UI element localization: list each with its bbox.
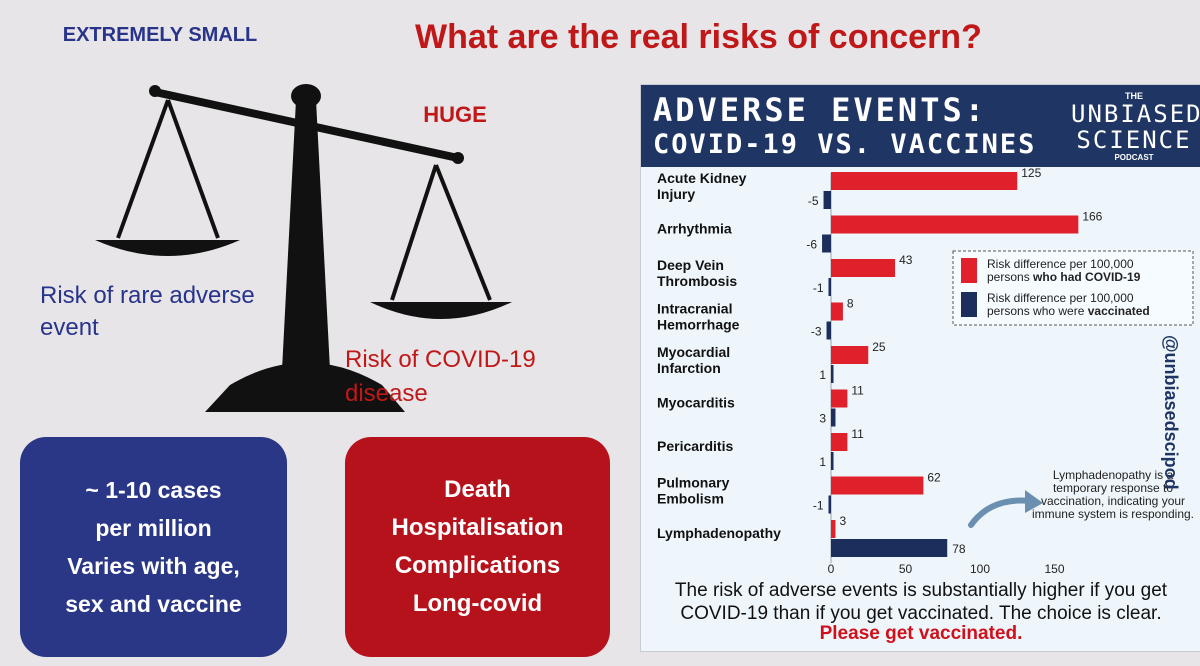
logo-podcast: PODCAST [1114, 153, 1154, 162]
vaccine-card-line: sex and vaccine [65, 591, 242, 617]
bar-vaccinated [826, 321, 831, 340]
bar-covid [831, 215, 1079, 234]
data-label-covid: 3 [839, 514, 846, 528]
infographic-title-line2: COVID-19 VS. VACCINES [653, 129, 1037, 160]
data-label-covid: 25 [872, 340, 886, 354]
bar-vaccinated [831, 365, 834, 383]
adverse-events-infographic: ADVERSE EVENTS: COVID-19 VS. VACCINES TH… [640, 84, 1200, 652]
bar-covid [831, 476, 924, 495]
bar-covid [831, 520, 836, 538]
bar-covid [831, 302, 843, 321]
data-label-vaccinated: -3 [811, 325, 822, 339]
data-label-vaccinated: -1 [813, 499, 824, 513]
headline: What are the real risks of concern? [415, 18, 982, 56]
category-label: Injury [657, 186, 695, 202]
category-label: Hemorrhage [657, 317, 740, 333]
bar-covid [831, 172, 1018, 190]
data-label-vaccinated: -1 [813, 281, 824, 295]
infographic-title-line1: ADVERSE EVENTS: [653, 91, 987, 129]
bar-covid [831, 346, 869, 364]
annotation-arrowhead-icon [1025, 490, 1043, 513]
data-label-vaccinated: 78 [952, 542, 966, 556]
data-label-covid: 8 [847, 297, 854, 311]
data-label-vaccinated: -6 [806, 238, 817, 252]
bar-covid [831, 389, 848, 408]
data-label-vaccinated: 3 [819, 412, 826, 426]
legend-covid-line1: Risk difference per 100,000 [987, 257, 1134, 271]
category-label: Infarction [657, 360, 721, 376]
get-vaccinated-cta: Please get vaccinated. [819, 623, 1023, 644]
data-label-covid: 43 [899, 253, 913, 267]
legend-covid-line2: persons who had COVID-19 [987, 270, 1141, 284]
vaccine-card-line: Varies with age, [67, 553, 240, 579]
category-label: Myocarditis [657, 395, 735, 411]
covid-card-line: Hospitalisation [391, 514, 564, 541]
legend-swatch-covid [961, 258, 977, 283]
bar-vaccinated [822, 234, 831, 253]
unbiased-science-logo: THE UNBIASED SCIENCE PODCAST [1071, 91, 1200, 162]
data-label-covid: 11 [851, 427, 864, 441]
category-label: Pericarditis [657, 438, 733, 454]
category-label: Intracranial [657, 301, 732, 317]
bar-covid [831, 259, 896, 277]
data-label-covid: 166 [1082, 210, 1102, 224]
adverse-events-chart: Acute KidneyInjury125-5Arrhythmia166-6De… [657, 166, 1194, 576]
bar-covid [831, 433, 848, 451]
vaccine-risk-card: ~ 1-10 cases per million Varies with age… [20, 437, 287, 657]
infographic-banner: ADVERSE EVENTS: COVID-19 VS. VACCINES TH… [641, 85, 1200, 167]
data-label-vaccinated: -5 [808, 194, 819, 208]
covid-card-line: Death [444, 476, 511, 503]
bar-vaccinated [823, 191, 831, 209]
category-label: Myocardial [657, 344, 730, 360]
vaccine-card-line: ~ 1-10 cases [85, 477, 222, 503]
category-label: Deep Vein [657, 257, 724, 273]
x-tick-label: 150 [1044, 562, 1064, 576]
category-label: Acute Kidney [657, 170, 747, 186]
covid-disease-label: Risk of COVID-19 disease [345, 346, 536, 407]
legend-vax-line2: persons who were vaccinated [987, 304, 1150, 318]
logo-line2: SCIENCE [1076, 126, 1192, 154]
category-label: Pulmonary [657, 475, 730, 491]
data-label-vaccinated: 1 [819, 455, 826, 469]
covid-risk-card: Death Hospitalisation Complications Long… [345, 437, 610, 657]
logo-line1: UNBIASED [1071, 100, 1200, 128]
legend-swatch-vaccinated [961, 292, 977, 317]
legend-vax-line1: Risk difference per 100,000 [987, 291, 1134, 305]
x-tick-label: 0 [828, 562, 835, 576]
legend-box [952, 250, 1194, 326]
data-label-vaccinated: 1 [819, 368, 826, 382]
rare-adverse-event-label: Risk of rare adverse event [40, 282, 255, 341]
data-label-covid: 125 [1021, 166, 1041, 180]
infographic-footer: The risk of adverse events is substantia… [674, 580, 1168, 624]
bar-vaccinated [831, 452, 834, 470]
logo-the: THE [1125, 91, 1143, 101]
x-tick-label: 100 [970, 562, 990, 576]
balance-scale-icon [95, 84, 512, 412]
extremely-small-label: EXTREMELY SMALL [62, 24, 258, 46]
category-label: Lymphadenopathy [657, 525, 781, 541]
category-label: Embolism [657, 491, 724, 507]
data-label-covid: 11 [851, 384, 864, 398]
bar-vaccinated [828, 278, 831, 296]
annotation-text: Lymphadenopathy is a temporary response t… [1032, 468, 1194, 521]
category-label: Thrombosis [657, 273, 737, 289]
x-tick-label: 50 [899, 562, 913, 576]
annotation-arrow-icon [968, 497, 1034, 528]
huge-label: HUGE [423, 102, 487, 127]
bar-vaccinated [831, 539, 948, 557]
data-label-covid: 62 [927, 471, 941, 485]
covid-card-line: Complications [394, 552, 561, 579]
covid-card-line: Long-covid [412, 590, 543, 617]
category-label: Arrhythmia [657, 221, 732, 237]
social-handle: @unbiasedscipod [1161, 335, 1181, 490]
bar-vaccinated [828, 495, 831, 514]
bar-vaccinated [831, 408, 836, 427]
vaccine-card-line: per million [95, 515, 212, 541]
